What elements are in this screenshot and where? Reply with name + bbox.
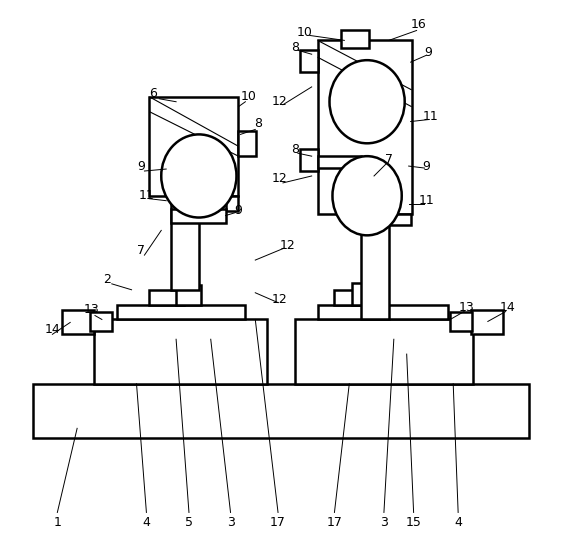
Bar: [149, 290, 184, 304]
Text: 12: 12: [280, 239, 296, 252]
Text: 14: 14: [44, 323, 60, 336]
Bar: [171, 146, 199, 290]
Bar: [318, 40, 411, 213]
Text: 7: 7: [138, 244, 146, 257]
Bar: [238, 131, 256, 156]
Text: 3: 3: [226, 516, 234, 529]
Text: 8: 8: [291, 143, 299, 156]
Bar: [33, 384, 529, 438]
Bar: [318, 304, 448, 319]
Text: 16: 16: [411, 18, 427, 31]
Text: 11: 11: [139, 189, 155, 202]
Bar: [149, 97, 238, 196]
Text: 4: 4: [143, 516, 151, 529]
Bar: [171, 209, 225, 224]
Bar: [176, 285, 201, 304]
Bar: [90, 311, 112, 331]
Ellipse shape: [329, 60, 405, 143]
Bar: [94, 319, 267, 384]
Bar: [341, 31, 369, 48]
Text: 2: 2: [103, 273, 111, 286]
Text: 8: 8: [291, 41, 299, 54]
Text: 9: 9: [423, 160, 430, 173]
Text: 9: 9: [138, 160, 146, 173]
Text: 3: 3: [380, 516, 388, 529]
Ellipse shape: [161, 135, 237, 218]
Text: 6: 6: [149, 87, 157, 100]
Text: 12: 12: [272, 173, 288, 185]
Bar: [300, 50, 318, 72]
Text: 4: 4: [454, 516, 462, 529]
Bar: [471, 310, 502, 334]
Ellipse shape: [333, 156, 402, 235]
Text: 1: 1: [53, 516, 61, 529]
Text: 11: 11: [419, 194, 434, 207]
Text: 10: 10: [297, 26, 312, 39]
Text: 5: 5: [185, 516, 193, 529]
Text: 12: 12: [272, 95, 288, 108]
Bar: [361, 146, 389, 319]
Text: 17: 17: [327, 516, 342, 529]
Bar: [334, 290, 372, 304]
Bar: [450, 311, 472, 331]
Bar: [318, 156, 361, 168]
Text: 11: 11: [423, 110, 438, 123]
Bar: [300, 149, 318, 171]
Bar: [361, 213, 411, 226]
Bar: [62, 310, 94, 334]
Text: 9: 9: [424, 46, 432, 59]
Text: 13: 13: [84, 303, 100, 316]
Text: 8: 8: [254, 117, 262, 130]
Bar: [295, 319, 473, 384]
Text: 10: 10: [241, 90, 256, 103]
Text: 12: 12: [272, 293, 288, 306]
Text: 17: 17: [270, 516, 286, 529]
Bar: [225, 196, 238, 211]
Bar: [352, 283, 380, 304]
Text: 13: 13: [458, 301, 474, 314]
Text: 14: 14: [500, 301, 515, 314]
Bar: [117, 304, 246, 319]
Text: 7: 7: [385, 153, 393, 166]
Text: 15: 15: [406, 516, 422, 529]
Text: 9: 9: [234, 204, 242, 217]
